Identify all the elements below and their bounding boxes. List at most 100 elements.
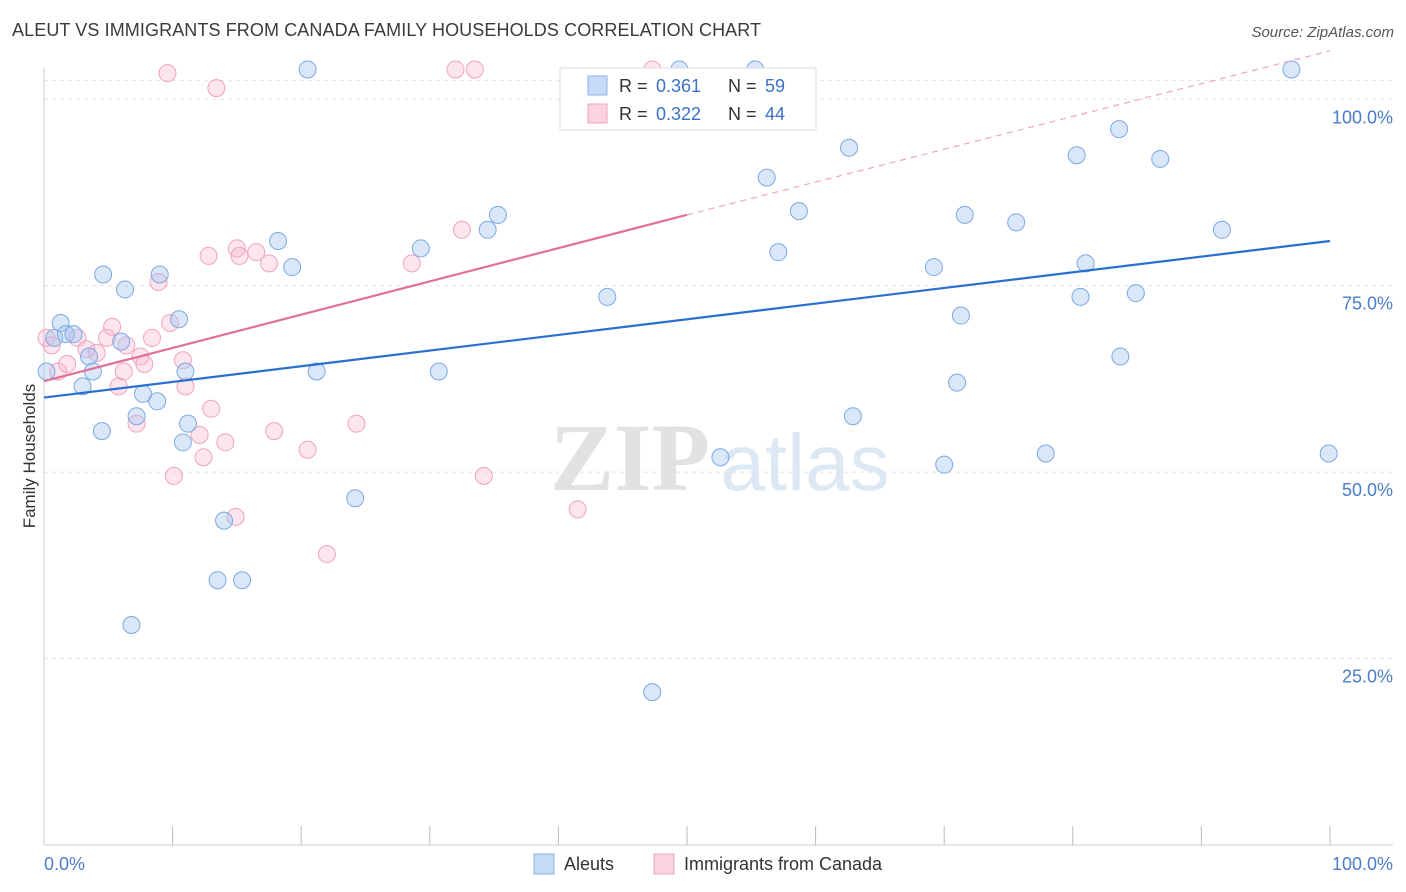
legend-n-label-2: N = — [728, 104, 757, 124]
canada-point-13 — [135, 355, 154, 374]
aleuts-point-28 — [346, 489, 365, 508]
canada-point-32 — [317, 545, 336, 564]
bottom-legend-canada: Immigrants from Canada — [684, 854, 883, 874]
canada-point-39 — [568, 500, 587, 519]
y-tick-label-1: 50.0% — [1342, 480, 1393, 500]
aleuts-point-11 — [116, 280, 135, 299]
aleuts-point-6 — [80, 347, 99, 366]
canada-point-20 — [176, 377, 195, 396]
aleuts-point-27 — [307, 362, 326, 381]
canada-point-8 — [103, 317, 122, 336]
aleuts-point-47 — [955, 205, 974, 224]
canada-point-37 — [465, 60, 484, 79]
legend-r-value-2: 0.322 — [656, 104, 701, 124]
canada-point-21 — [190, 425, 209, 444]
aleuts-point-4 — [64, 325, 83, 344]
aleuts-point-56 — [1151, 149, 1170, 168]
aleuts-point-58 — [1282, 60, 1301, 79]
aleuts-point-9 — [94, 265, 113, 284]
aleuts-point-48 — [1007, 213, 1026, 232]
legend-swatch-aleuts — [587, 75, 608, 96]
canada-point-23 — [202, 399, 221, 418]
canada-point-1 — [42, 336, 61, 355]
aleuts-point-18 — [173, 433, 192, 452]
canada-point-38 — [474, 466, 493, 485]
aleuts-point-20 — [179, 414, 198, 433]
canada-point-26 — [226, 507, 245, 526]
bottom-legend-swatch-aleuts — [533, 853, 555, 875]
aleuts-point-39 — [769, 243, 788, 262]
canada-trend-line — [43, 213, 688, 383]
aleuts-point-22 — [215, 511, 234, 530]
aleuts-point-55 — [1126, 284, 1145, 303]
aleuts-point-46 — [951, 306, 970, 325]
y-tick-labels: 25.0% 50.0% 75.0% 100.0% — [1332, 107, 1393, 686]
aleuts-point-19 — [176, 362, 195, 381]
aleuts-point-53 — [1110, 120, 1129, 139]
axes — [43, 68, 1393, 846]
bottom-legend-swatch-canada — [653, 853, 675, 875]
aleuts-point-51 — [1071, 287, 1090, 306]
canada-point-41 — [230, 246, 249, 265]
canada-point-25 — [216, 433, 235, 452]
aleuts-point-0 — [37, 362, 56, 381]
canada-point-5 — [77, 340, 96, 359]
aleuts-point-1 — [45, 328, 64, 347]
canada-point-17 — [161, 314, 180, 332]
bottom-legend: Aleuts Immigrants from Canada — [533, 853, 883, 875]
legend: R = 0.361 N = 59 R = 0.322 N = 44 — [559, 67, 817, 131]
aleuts-point-30 — [429, 362, 448, 381]
aleuts-point-21 — [208, 571, 227, 590]
canada-point-43 — [199, 246, 218, 265]
aleuts-point-31 — [478, 220, 497, 239]
canada-point-24 — [207, 79, 226, 98]
source-label: Source: ZipAtlas.com — [1251, 24, 1394, 41]
aleuts-point-32 — [488, 205, 507, 224]
aleuts-point-17 — [170, 310, 189, 329]
aleuts-point-3 — [56, 325, 75, 344]
aleuts-point-23 — [233, 571, 252, 590]
canada-point-29 — [260, 254, 279, 273]
legend-r-label-2: R = — [619, 104, 648, 124]
canada-trend-extension — [686, 50, 1331, 216]
aleuts-point-38 — [757, 168, 776, 187]
aleuts-point-8 — [92, 422, 111, 441]
y-axis-label: Family Households — [20, 384, 39, 529]
aleuts-point-25 — [283, 258, 302, 277]
canada-point-28 — [247, 243, 266, 262]
aleuts-point-34 — [643, 683, 662, 702]
canada-point-15 — [149, 272, 168, 291]
canada-point-27 — [227, 239, 246, 258]
aleuts-point-2 — [51, 314, 70, 332]
trend-lines — [43, 50, 1331, 399]
aleuts-point-59 — [1319, 444, 1338, 463]
watermark-zip: ZIP — [550, 404, 710, 511]
canada-point-19 — [173, 351, 192, 370]
canada-point-9 — [109, 377, 128, 396]
aleuts-point-7 — [83, 362, 102, 381]
aleuts-point-33 — [598, 287, 617, 306]
aleuts-point-50 — [1067, 146, 1086, 165]
legend-swatch-canada — [587, 103, 608, 124]
legend-r-label-1: R = — [619, 76, 648, 96]
canada-point-22 — [194, 448, 213, 467]
aleuts-point-45 — [948, 373, 967, 392]
legend-n-value-2: 44 — [765, 104, 785, 124]
aleuts-point-13 — [127, 407, 146, 426]
aleuts-point-26 — [298, 60, 317, 79]
aleuts-point-36 — [711, 448, 730, 467]
aleuts-point-10 — [112, 332, 131, 351]
aleuts-trend-line — [43, 239, 1331, 399]
canada-point-33 — [347, 414, 366, 433]
aleuts-point-44 — [924, 258, 943, 277]
aleuts-point-29 — [411, 239, 430, 258]
chart-title: ALEUT VS IMMIGRANTS FROM CANADA FAMILY H… — [12, 20, 762, 40]
aleuts-point-5 — [73, 377, 92, 396]
x-tick-label-min: 0.0% — [44, 854, 85, 874]
canada-point-7 — [98, 328, 117, 347]
canada-point-31 — [298, 440, 317, 459]
canada-point-3 — [58, 355, 77, 374]
aleuts-point-12 — [122, 616, 141, 635]
aleuts-point-43 — [935, 455, 954, 474]
